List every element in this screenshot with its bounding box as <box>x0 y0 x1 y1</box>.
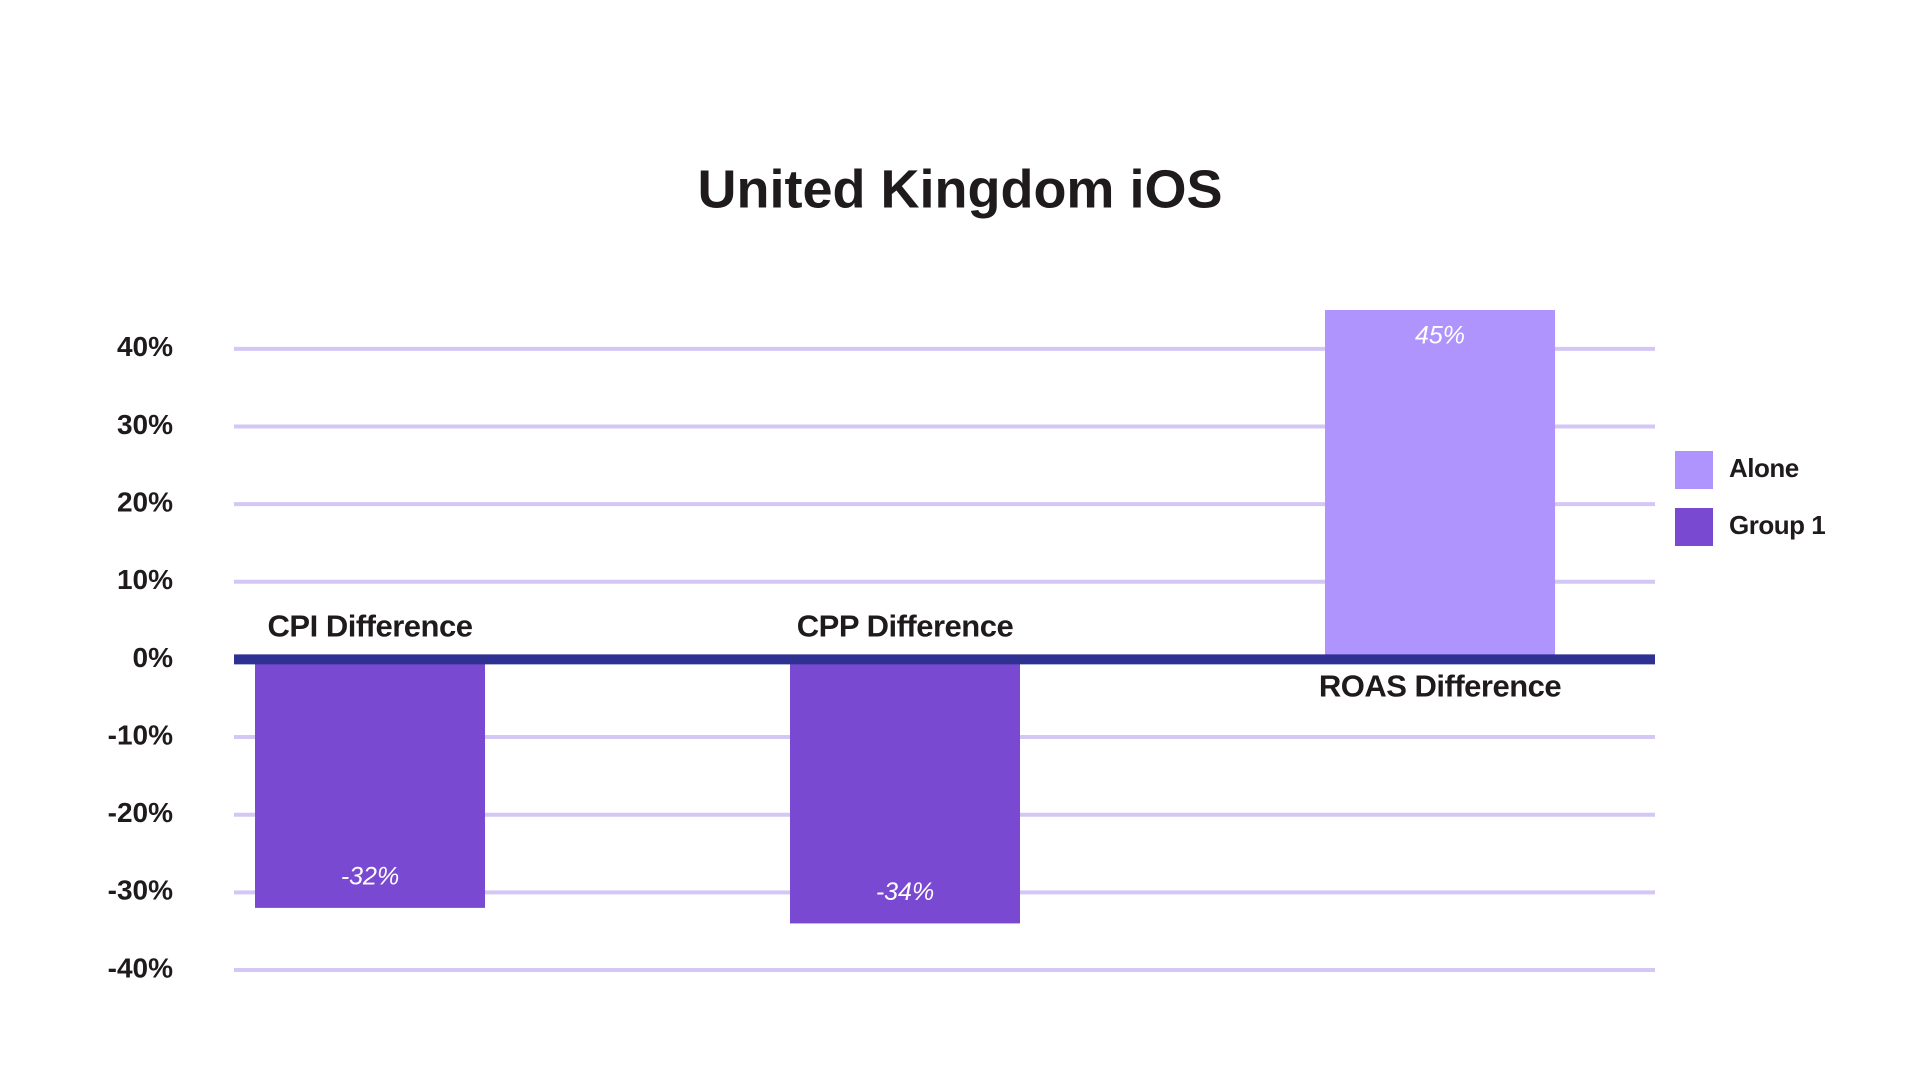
x-tick-label: CPP Difference <box>797 609 1014 644</box>
y-tick-label: 40% <box>117 331 173 362</box>
y-tick-label: 20% <box>117 487 173 518</box>
x-tick-label: CPI Difference <box>268 609 473 644</box>
legend-swatch <box>1675 508 1713 546</box>
y-tick-label: -10% <box>108 719 173 750</box>
y-tick-label: 30% <box>117 409 173 440</box>
y-tick-label: -20% <box>108 797 173 828</box>
chart-title: United Kingdom iOS <box>698 159 1223 219</box>
y-tick-label: 0% <box>133 642 174 673</box>
x-tick-label: ROAS Difference <box>1319 669 1562 704</box>
legend-swatch <box>1675 451 1713 489</box>
legend-label: Alone <box>1729 453 1799 483</box>
value-label: -32% <box>341 862 399 890</box>
y-tick-label: -30% <box>108 875 173 906</box>
bar <box>790 659 1020 924</box>
y-tick-label: 10% <box>117 564 173 595</box>
bar <box>255 659 485 908</box>
bar <box>1325 310 1555 660</box>
y-tick-label: -40% <box>108 952 173 983</box>
value-label: 45% <box>1415 322 1465 350</box>
legend-label: Group 1 <box>1729 510 1825 540</box>
value-label: -34% <box>876 878 934 906</box>
